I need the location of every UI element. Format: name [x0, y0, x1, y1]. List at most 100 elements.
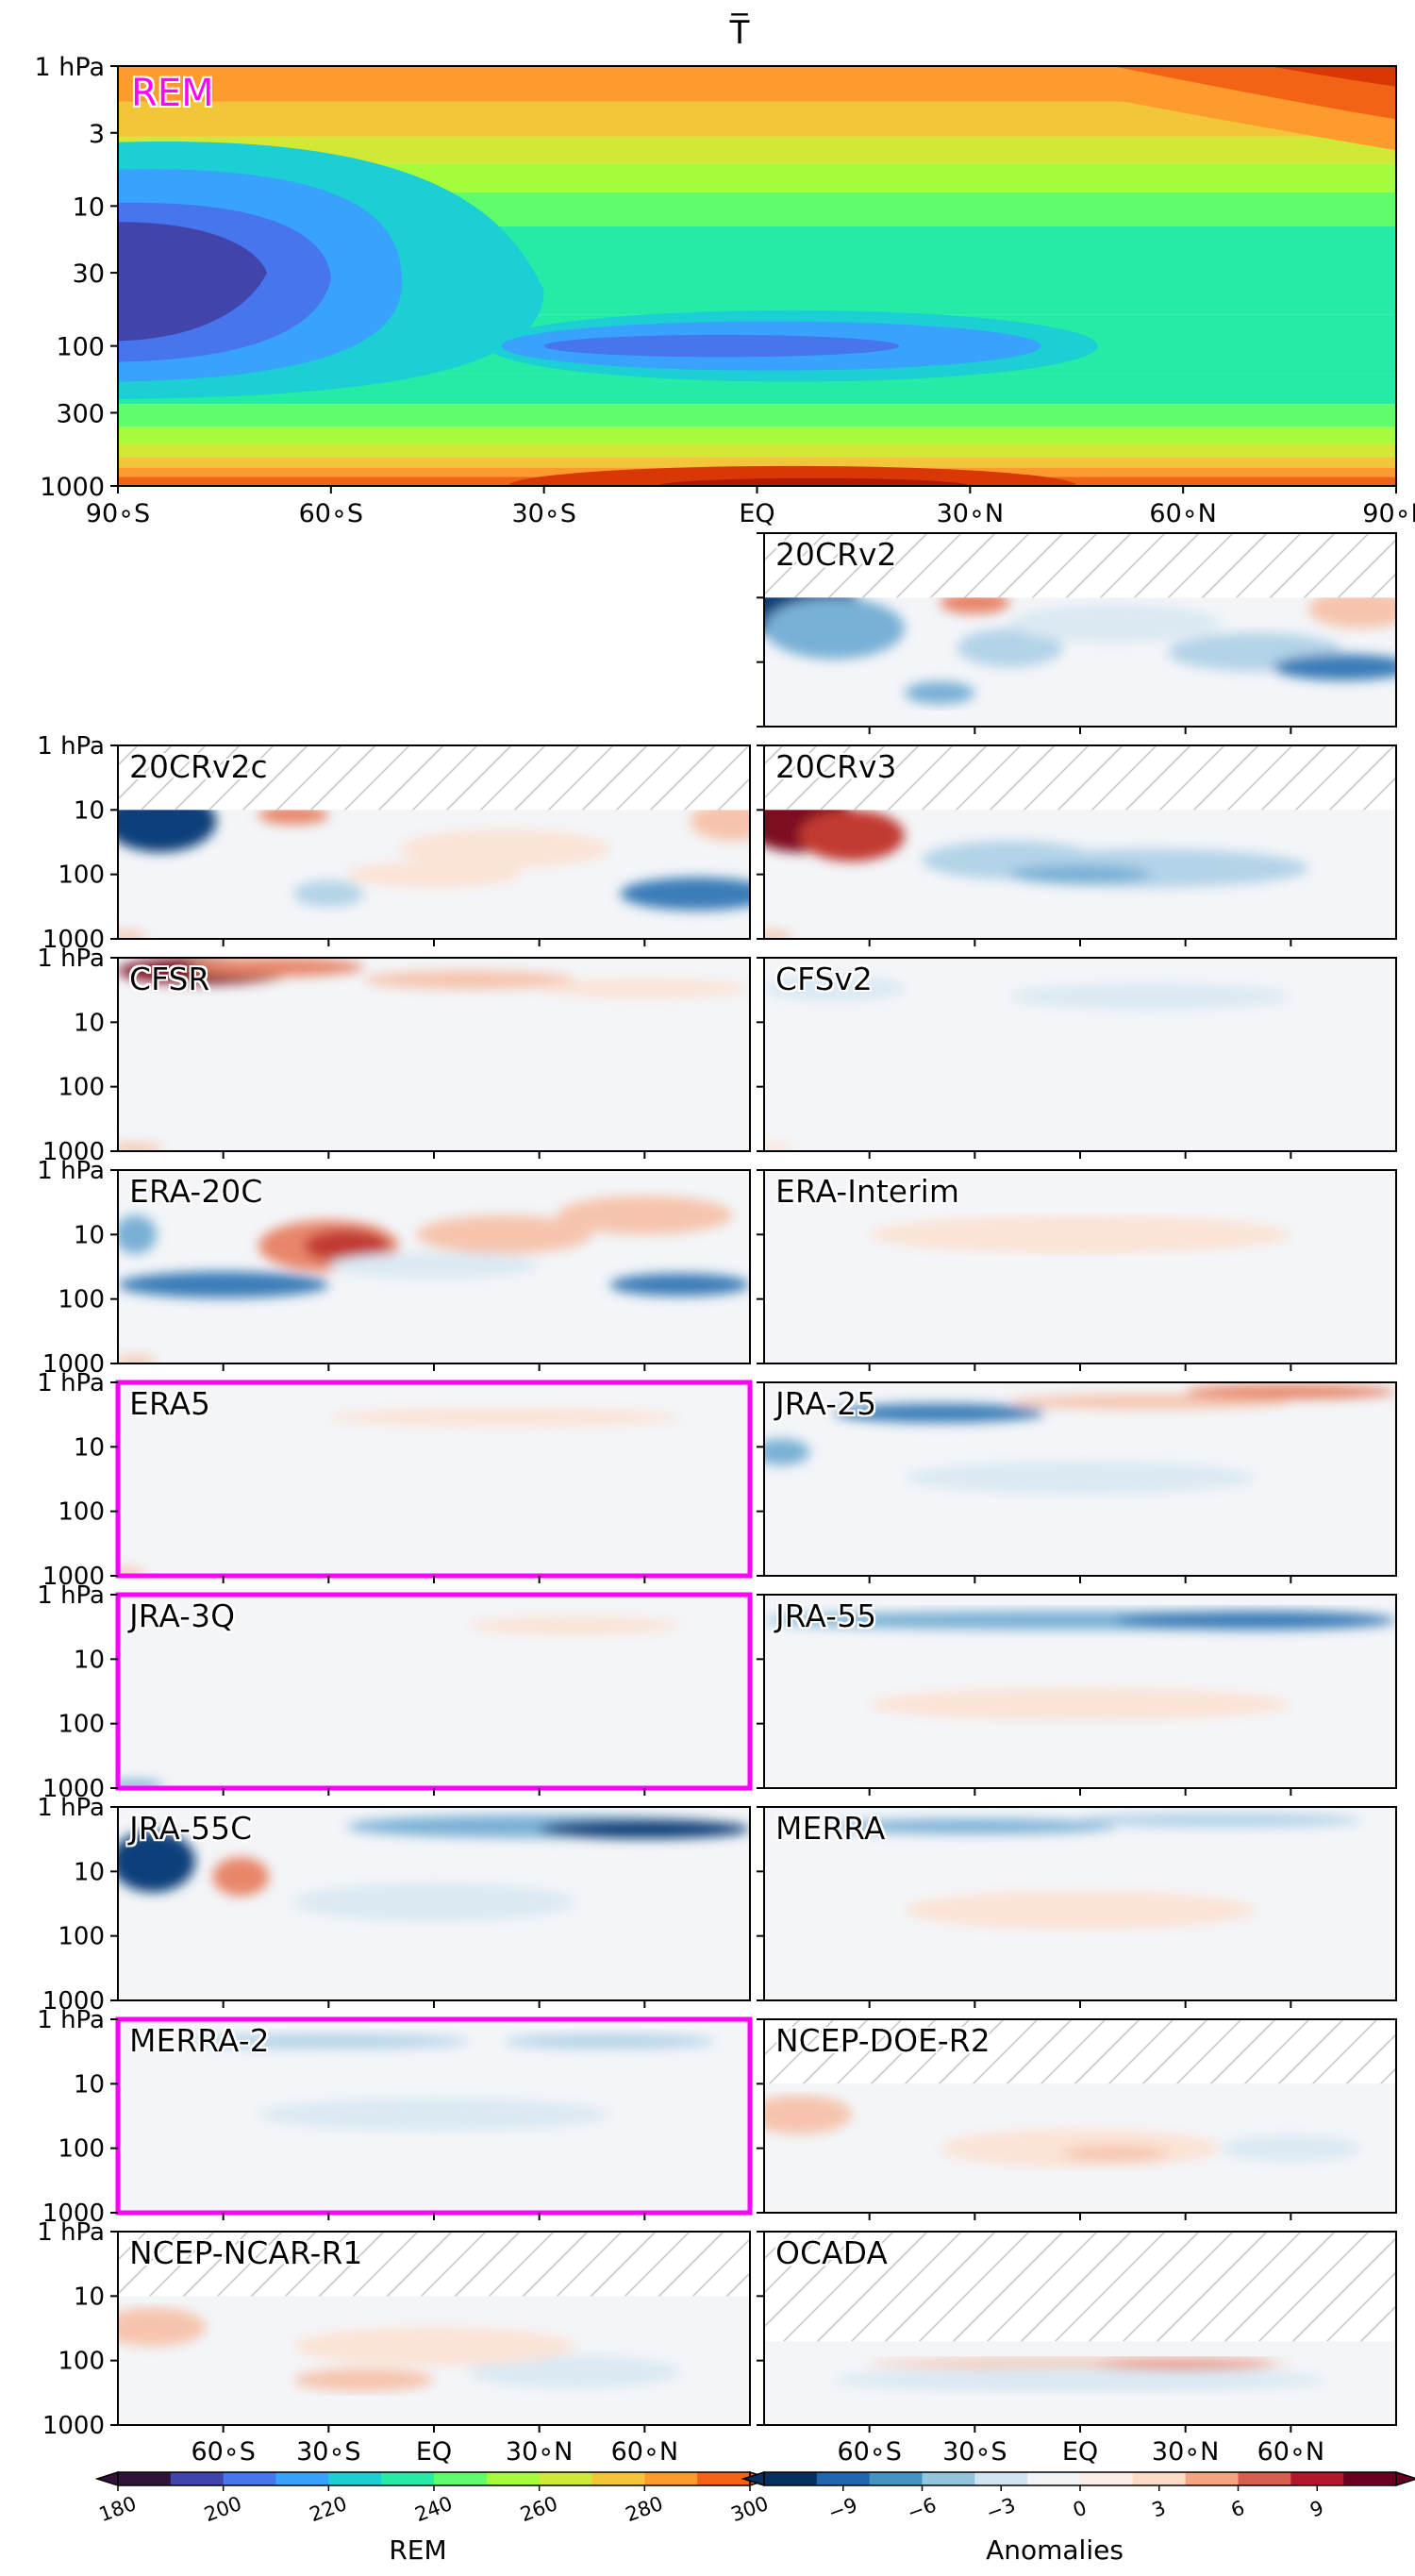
anomaly-panel: 20CRv3: [757, 744, 1397, 946]
anomaly-ytick-label: 10: [74, 2070, 105, 2099]
figure-title: T̅: [729, 13, 750, 52]
anomaly-blob: [1080, 1813, 1361, 1828]
anomaly-blob: [1220, 2134, 1361, 2162]
colorbar-tick-label: −3: [983, 2493, 1018, 2524]
panel-label: 20CRv2c: [129, 748, 268, 785]
anomaly-blobs: [764, 1384, 1396, 1495]
anomaly-blob: [799, 810, 905, 861]
anomaly-blobs: [118, 1196, 750, 1363]
anomaly-field: [118, 745, 750, 939]
anomaly-xtick-label: 60∘N: [1257, 2437, 1324, 2467]
anomaly-xtick-label: 30∘S: [942, 2437, 1007, 2467]
anomaly-xtick-label: 60∘S: [837, 2437, 901, 2467]
anomaly-ytick-label: 100: [58, 1286, 105, 1314]
panel-label: 20CRv2: [775, 536, 897, 573]
anomaly-field: [764, 533, 1396, 727]
anomaly-blob: [834, 2367, 1326, 2394]
rem-xtick-label: 30∘S: [511, 499, 575, 528]
colorbar-anomalies: −9 −6 −3 0 3 6 9: [741, 2470, 1415, 2525]
anomaly-blob: [620, 877, 750, 911]
anomaly-field: [764, 1382, 1396, 1576]
anomaly-blob: [345, 861, 523, 888]
anomaly-panel: MERRA-2 1 hPa 10 100 1000: [37, 2006, 753, 2228]
colorbar-segment: [697, 2472, 751, 2485]
anomaly-xtick-label: 30∘S: [296, 2437, 360, 2467]
anomaly-field: [764, 958, 1396, 1151]
rem-band: [118, 404, 1396, 427]
anomaly-blob: [609, 1273, 750, 1296]
panel-label: NCEP-NCAR-R1: [129, 2234, 362, 2271]
anomaly-ytick-label: 100: [58, 861, 105, 890]
anomaly-blob: [118, 1271, 329, 1298]
colorbar-segment: [434, 2472, 488, 2485]
colorbar-segment: [922, 2472, 975, 2485]
panel-label: ERA-20C: [129, 1173, 262, 1210]
colorbar-segment: [486, 2472, 541, 2485]
anomaly-xtick-label: 60∘N: [611, 2437, 678, 2467]
hatched-region: [118, 745, 750, 811]
colorbar-tick-label: 220: [307, 2492, 350, 2526]
rem-surface-warm: [508, 465, 1077, 486]
anomaly-blobs: [764, 2095, 1361, 2168]
anomaly-blob: [690, 801, 750, 841]
anomaly-blob: [1307, 589, 1396, 628]
anomaly-blob: [212, 1857, 270, 1897]
anomaly-blobs: [834, 2358, 1326, 2394]
colorbar-extend-right: [1395, 2470, 1415, 2487]
anomaly-xtick-label: EQ: [416, 2437, 452, 2467]
rem-ytick-label: 1000: [40, 473, 105, 502]
anomaly-ytick-label: 1000: [42, 1775, 105, 1803]
anomaly-ytick-label: 1000: [42, 1350, 105, 1379]
colorbar-tick-label: 3: [1149, 2496, 1169, 2521]
anomaly-blob: [504, 2033, 715, 2049]
anomaly-blob: [1273, 654, 1396, 681]
anomaly-field: [118, 958, 750, 1151]
colorbar-segment: [275, 2472, 329, 2485]
anomaly-ytick-label: 10: [74, 1009, 105, 1037]
colorbar-segment: [764, 2472, 818, 2485]
colorbar-tick-label: 200: [201, 2492, 244, 2526]
hatched-region: [764, 533, 1396, 598]
anomaly-panels: 20CRv2 20CRv2c 1 hPa 10 100 1000 20CRv3 CFSR 1 h…: [37, 532, 1397, 2467]
anomaly-blob: [293, 1882, 574, 1922]
anomaly-blob: [1097, 2359, 1274, 2369]
anomaly-field: [118, 2232, 750, 2425]
panel-label: JRA-55C: [127, 1810, 252, 1847]
anomaly-blob: [557, 1196, 733, 1235]
colorbar-segment: [974, 2472, 1028, 2485]
anomaly-blob: [118, 1831, 195, 1893]
anomaly-blob: [1115, 1611, 1396, 1631]
anomaly-blobs: [188, 2033, 715, 2132]
anomaly-blob: [293, 2368, 434, 2392]
colorbar-rem-label: REM: [389, 2534, 446, 2566]
anomaly-blob: [363, 970, 574, 990]
rem-warm-ne2: [1111, 66, 1396, 120]
anomaly-blobs: [764, 1611, 1396, 1721]
panel-label: 20CRv3: [775, 748, 897, 785]
rem-xtick-label: 90∘N: [1362, 499, 1415, 528]
rem-ytick-label: 1 hPa: [35, 53, 106, 82]
anomaly-field: [764, 2019, 1396, 2213]
rem-band: [118, 457, 1396, 468]
panel-label: ERA-Interim: [775, 1173, 959, 1210]
anomaly-blob: [869, 1687, 1291, 1721]
anomaly-blob: [539, 979, 750, 998]
colorbar-segment: [816, 2472, 871, 2485]
anomaly-panel: JRA-25: [757, 1381, 1397, 1583]
colorbar-segment: [1080, 2472, 1134, 2485]
colorbar-segment: [328, 2472, 382, 2485]
rem-warm-ne3: [1268, 66, 1396, 87]
anomaly-blobs: [869, 1214, 1291, 1254]
colorbar-tick-label: 9: [1307, 2496, 1327, 2521]
anomaly-blob: [764, 2095, 853, 2134]
rem-ytick-label: 300: [56, 399, 105, 428]
panel-label: MERRA: [775, 1810, 886, 1847]
anomaly-panel: 20CRv2c 1 hPa 10 100 1000: [37, 732, 751, 954]
anomaly-blob: [834, 1818, 1116, 1834]
anomaly-panel: JRA-55C 1 hPa 10 100 1000: [37, 1794, 751, 2016]
anomaly-blob: [1009, 1394, 1291, 1410]
anomaly-field: [764, 745, 1396, 939]
colorbar-segment: [644, 2472, 698, 2485]
anomaly-blob: [904, 1461, 1257, 1495]
anomaly-blob: [834, 1403, 1045, 1423]
